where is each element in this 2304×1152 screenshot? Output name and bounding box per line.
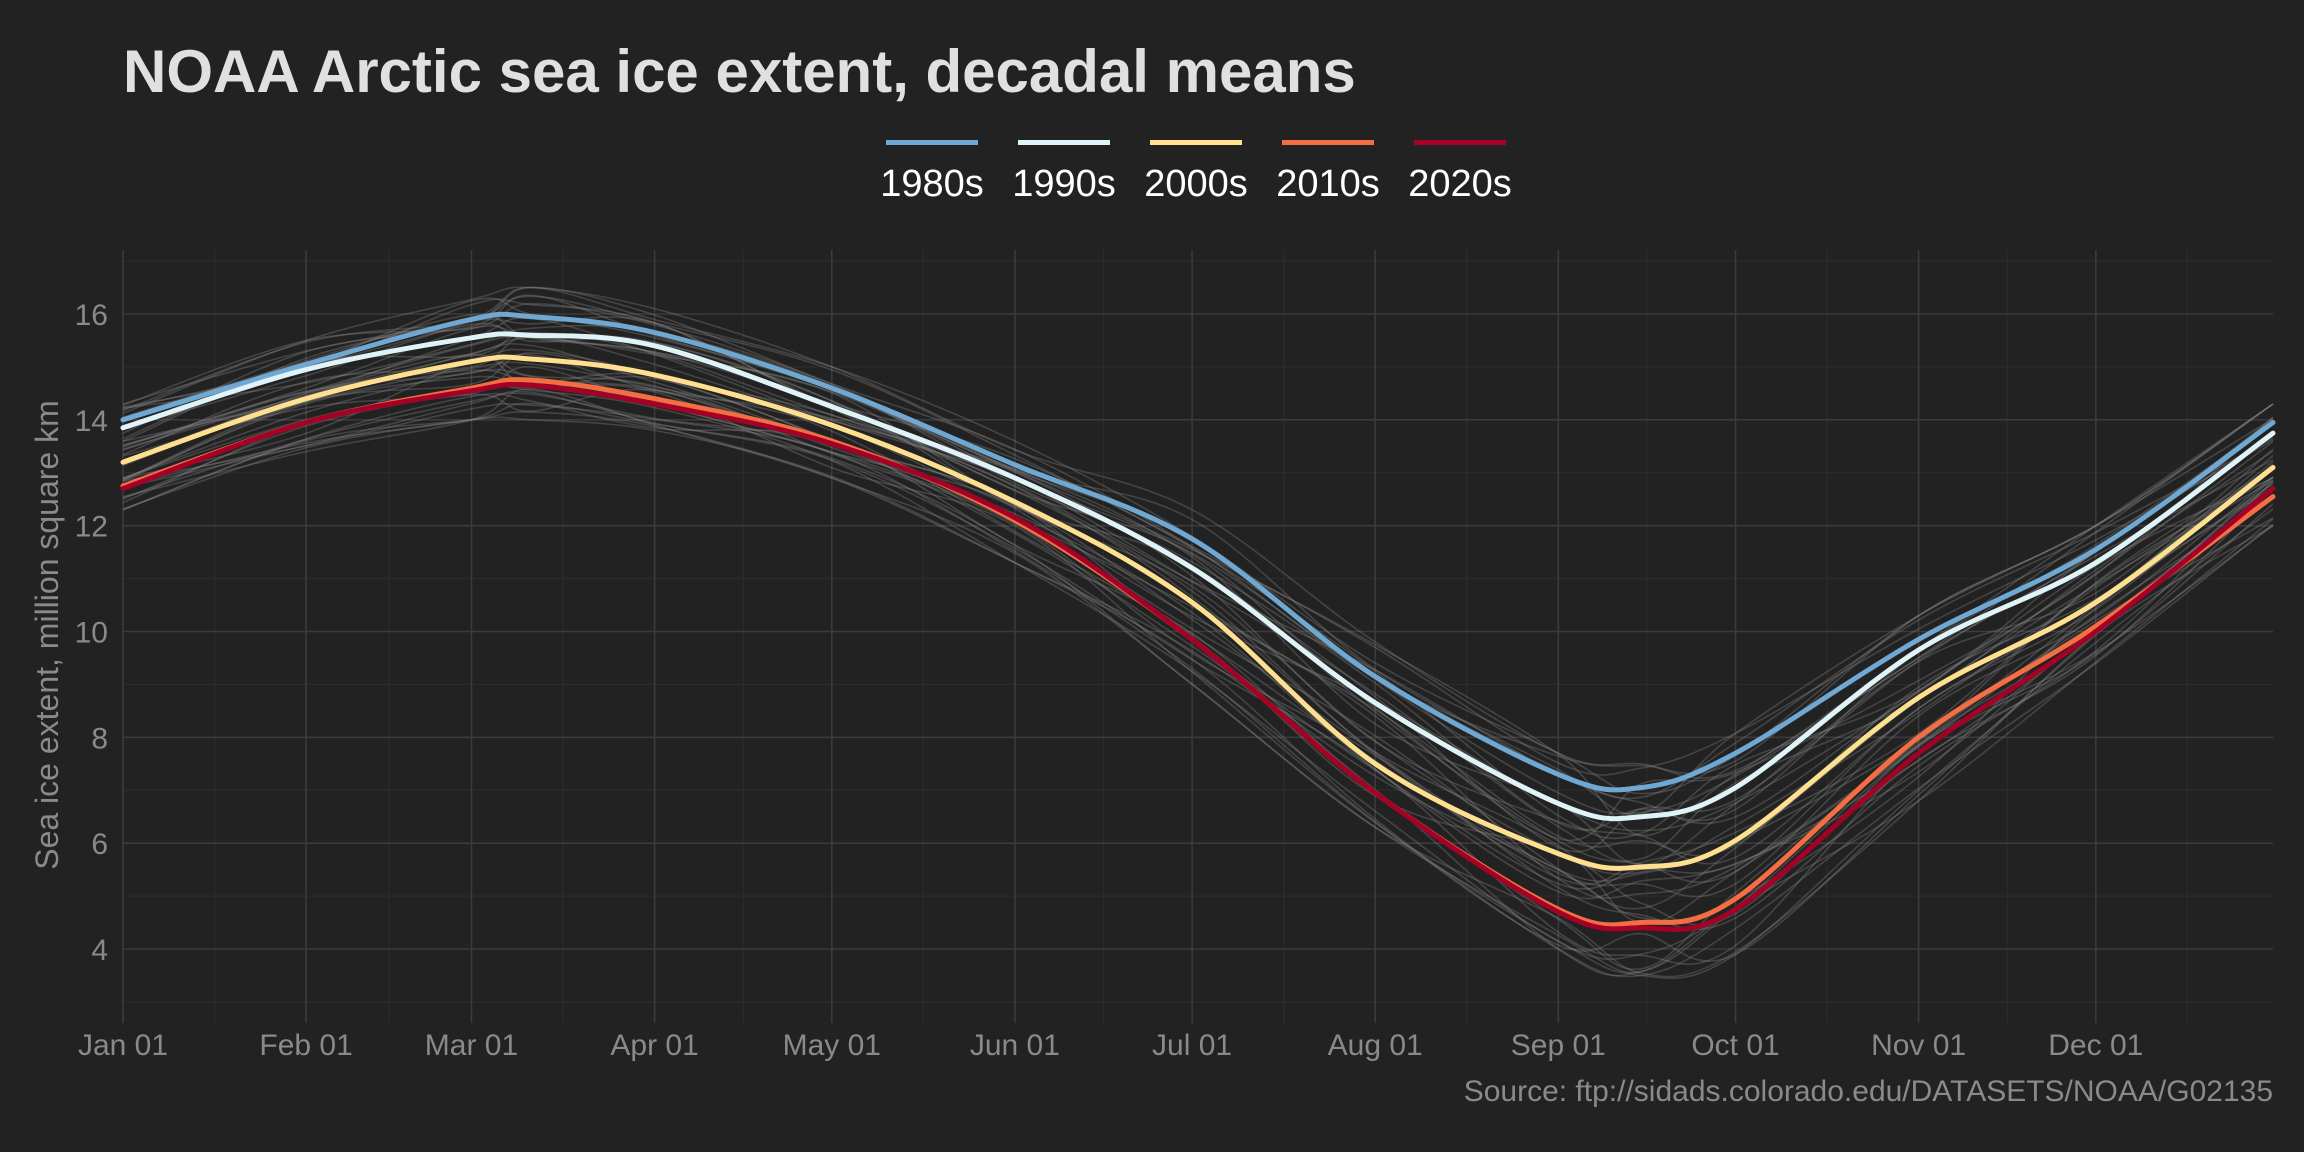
yearly-trace [122, 342, 2274, 886]
y-axis-ticks: 4 6 8 10 12 14 16 [75, 299, 108, 967]
legend-item-2010s: 2010s [1276, 140, 1380, 205]
x-tick-label: Jul 01 [1152, 1029, 1232, 1062]
yearly-trace [122, 402, 2274, 962]
yearly-trace [122, 361, 2274, 883]
y-tick-label: 14 [75, 405, 108, 438]
legend-label: 1990s [1012, 163, 1116, 205]
legend-key [886, 140, 978, 145]
yearly-trace [122, 388, 2274, 931]
x-tick-label: Sep 01 [1511, 1029, 1606, 1062]
yearly-trace [122, 402, 2274, 980]
yearly-trace [122, 411, 2274, 977]
x-tick-label: Aug 01 [1328, 1029, 1423, 1062]
grid [122, 250, 2273, 1023]
x-tick-label: Apr 01 [610, 1029, 698, 1062]
chart-title: NOAA Arctic sea ice extent, decadal mean… [123, 38, 1356, 105]
y-tick-label: 4 [91, 934, 108, 967]
legend-key [1150, 140, 1242, 145]
x-tick-label: Oct 01 [1691, 1029, 1779, 1062]
yearly-trace [122, 335, 2274, 875]
legend: 1980s 1990s 2000s 2010s 2020s [880, 140, 1512, 205]
yearly-trace [122, 388, 2274, 978]
legend-label: 2000s [1144, 163, 1248, 205]
yearly-trace [122, 316, 2274, 825]
series-line-1990s [120, 331, 2276, 822]
legend-key [1018, 140, 1110, 145]
x-axis-ticks: Jan 01 Feb 01 Mar 01 Apr 01 May 01 Jun 01 Jul … [78, 1029, 2143, 1062]
y-tick-label: 6 [91, 828, 108, 861]
yearly-trace [122, 334, 2274, 832]
yearly-trace [122, 298, 2274, 800]
series-line-2000s [120, 354, 2276, 871]
series-line-1980s [120, 311, 2276, 793]
source-caption: Source: ftp://sidads.colorado.edu/DATASE… [1464, 1075, 2273, 1108]
yearly-trace [122, 392, 2274, 922]
yearly-trace [122, 392, 2274, 971]
legend-key [1414, 140, 1506, 145]
yearly-trace [122, 368, 2274, 924]
decadal-mean-lines [120, 311, 2276, 932]
legend-item-2020s: 2020s [1408, 140, 1512, 205]
y-tick-label: 8 [91, 722, 108, 755]
legend-item-1980s: 1980s [880, 140, 984, 205]
yearly-trace [122, 372, 2274, 898]
legend-label: 2020s [1408, 163, 1512, 205]
x-tick-label: Jan 01 [78, 1029, 168, 1062]
yearly-trace [122, 322, 2274, 842]
x-tick-label: May 01 [783, 1029, 881, 1062]
legend-item-2000s: 2000s [1144, 140, 1248, 205]
yearly-trace [122, 416, 2274, 978]
legend-key [1282, 140, 1374, 145]
yearly-trace [122, 295, 2274, 776]
x-tick-label: Jun 01 [970, 1029, 1060, 1062]
yearly-trace [122, 369, 2274, 899]
x-tick-label: Dec 01 [2048, 1029, 2143, 1062]
x-tick-label: Feb 01 [259, 1029, 352, 1062]
yearly-trace [122, 331, 2274, 866]
y-tick-label: 12 [75, 511, 108, 544]
y-tick-label: 10 [75, 617, 108, 650]
legend-item-1990s: 1990s [1012, 140, 1116, 205]
y-axis-title: Sea ice extent, million square km [29, 400, 65, 870]
y-tick-label: 16 [75, 299, 108, 332]
yearly-trace [122, 286, 2274, 775]
x-tick-label: Mar 01 [425, 1029, 518, 1062]
yearly-trace [122, 358, 2274, 900]
series-line-2020s [120, 381, 2276, 932]
legend-label: 1980s [880, 163, 984, 205]
x-tick-label: Nov 01 [1871, 1029, 1966, 1062]
yearly-trace [122, 335, 2274, 865]
yearly-trace [122, 297, 2274, 816]
yearly-trace [122, 313, 2274, 840]
legend-label: 2010s [1276, 163, 1380, 205]
